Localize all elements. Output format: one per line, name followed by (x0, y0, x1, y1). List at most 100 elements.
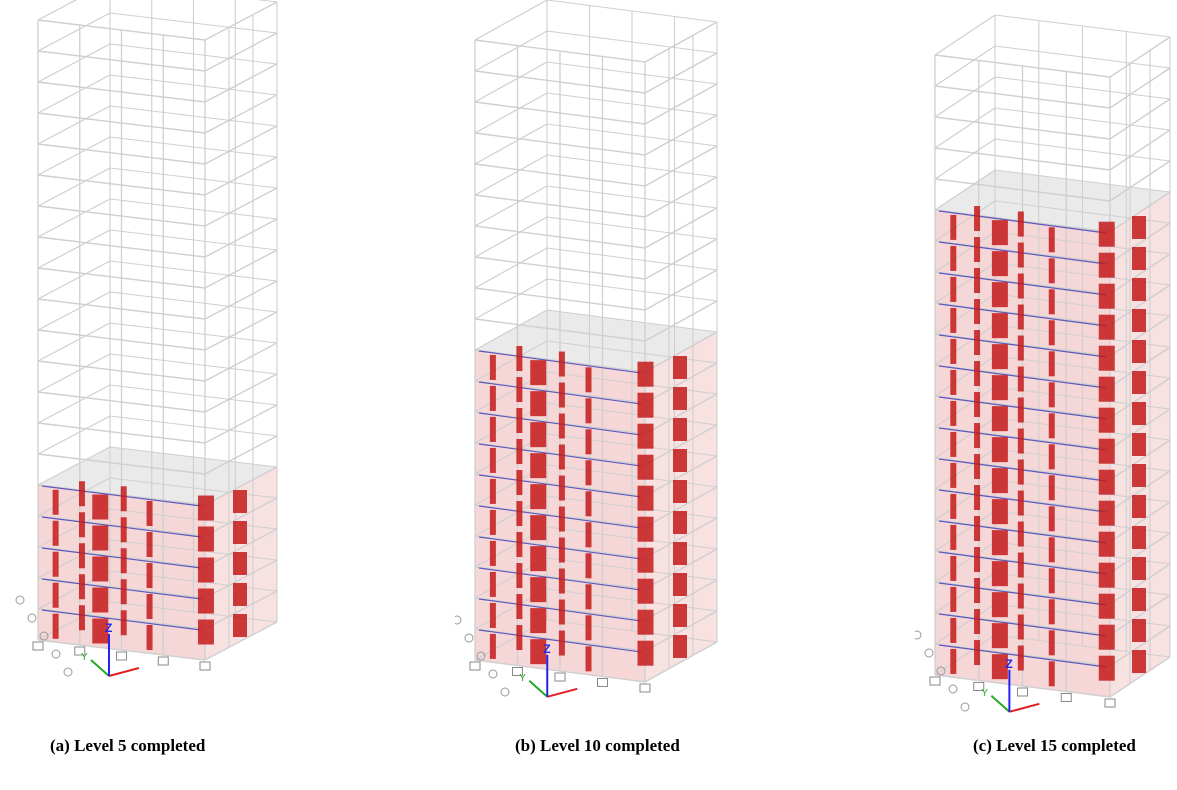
shear-wall-panel (1017, 614, 1024, 640)
frame-beam-side (644, 362, 718, 404)
shear-wall-panel (1017, 304, 1024, 330)
frame-beam-side (204, 497, 278, 537)
frame-beam-back (474, 123, 548, 165)
shear-wall-panel (950, 524, 957, 550)
frame-beam-back (934, 200, 996, 242)
frame-beam-side (644, 486, 718, 528)
shear-wall-panel (489, 540, 496, 566)
y-axis-arrow (528, 680, 548, 698)
shear-wall-panel (1017, 273, 1024, 299)
shear-wall-panel (950, 431, 957, 457)
shear-wall-panel (974, 454, 981, 480)
support-symbol (929, 676, 941, 686)
frame-beam-back (37, 291, 111, 331)
frame-beam-side (644, 331, 718, 373)
frame-beam-side (204, 156, 278, 196)
shear-wall-panel (558, 444, 565, 470)
shear-wall-panel (530, 484, 547, 510)
frame-beam-side (1109, 594, 1171, 636)
frame-beam-side (644, 393, 718, 435)
shear-wall-panel (1098, 438, 1115, 464)
shear-wall-panel (637, 361, 654, 387)
shear-wall-panel (1048, 351, 1055, 377)
shear-wall-panel (1048, 506, 1055, 532)
shear-wall-panel (52, 582, 59, 608)
frame-beam-back (474, 185, 548, 227)
shear-wall-panel (489, 354, 496, 380)
frame-beam-side (644, 300, 718, 342)
shear-wall-panel (78, 481, 85, 507)
shear-wall-panel (637, 485, 654, 511)
shear-wall-panel (530, 546, 547, 572)
shear-wall-side (1132, 402, 1146, 425)
shear-wall-panel (558, 506, 565, 532)
shear-wall-side (1132, 526, 1146, 549)
frame-beam-side (204, 187, 278, 227)
grid-bubble (948, 684, 958, 694)
grid-bubble (63, 667, 73, 677)
shear-wall-panel (974, 485, 981, 511)
support-symbol (973, 682, 985, 691)
shear-wall-panel (991, 592, 1008, 618)
shear-wall-panel (78, 605, 85, 631)
shear-wall-panel (516, 377, 523, 403)
shear-wall-panel (1048, 382, 1055, 408)
shear-wall-panel (1048, 444, 1055, 470)
caption-a: (a) Level 5 completed (50, 736, 206, 755)
shear-wall-panel (637, 578, 654, 604)
frame-beam-back (934, 417, 996, 459)
shear-wall-panel (489, 509, 496, 535)
shear-wall-panel (974, 268, 981, 294)
shear-wall-panel (489, 602, 496, 628)
frame-beam-side (1109, 563, 1171, 605)
frame-beam-side (204, 466, 278, 506)
frame-beam-side (204, 1, 278, 41)
shear-wall-panel (120, 579, 127, 605)
z-axis-label: Z (1005, 657, 1012, 671)
shear-wall-panel (991, 251, 1008, 277)
frame-beam-back (934, 603, 996, 645)
shear-wall-side (1132, 619, 1146, 642)
shear-wall-panel (1098, 314, 1115, 340)
shear-wall-panel (974, 578, 981, 604)
shear-wall-panel (585, 646, 592, 672)
shear-wall-panel (530, 639, 547, 665)
shear-wall-panel (1098, 500, 1115, 526)
shear-wall-panel (530, 515, 547, 541)
shear-wall-panel (1048, 227, 1055, 253)
shear-wall-panel (489, 478, 496, 504)
frame-beam-side (644, 610, 718, 652)
frame-beam-back (934, 572, 996, 614)
shear-wall-panel (585, 398, 592, 424)
shear-wall-panel (558, 475, 565, 501)
y-axis-arrow (90, 659, 110, 677)
frame-beam-back (474, 216, 548, 258)
frame-beam-side (644, 455, 718, 497)
frame-beam-back (37, 198, 111, 238)
frame-beam-back (37, 12, 111, 52)
shear-wall-panel (1048, 661, 1055, 687)
frame-beam-back (934, 107, 996, 149)
shear-wall-panel (974, 516, 981, 542)
frame-beam-back (37, 136, 111, 176)
shear-wall-panel (120, 548, 127, 574)
shear-wall-panel (92, 525, 109, 551)
building-model-c: ZY (915, 14, 1171, 713)
frame-beam-side (644, 145, 718, 187)
shear-wall-panel (950, 493, 957, 519)
shear-wall-panel (1098, 221, 1115, 247)
frame-beam-back (37, 415, 111, 455)
shear-wall-panel (530, 360, 547, 386)
shear-wall-panel (52, 613, 59, 639)
frame-beam-side (204, 435, 278, 475)
frame-beam-back (934, 479, 996, 521)
shear-wall-panel (516, 408, 523, 434)
shear-wall-side (1132, 557, 1146, 580)
shear-wall-panel (991, 344, 1008, 370)
shear-wall-panel (558, 413, 565, 439)
shear-wall-panel (78, 512, 85, 538)
shear-wall-side (233, 614, 247, 637)
grid-bubble (476, 651, 486, 661)
frame-beam-side (1109, 439, 1171, 481)
grid-bubble (455, 615, 462, 625)
